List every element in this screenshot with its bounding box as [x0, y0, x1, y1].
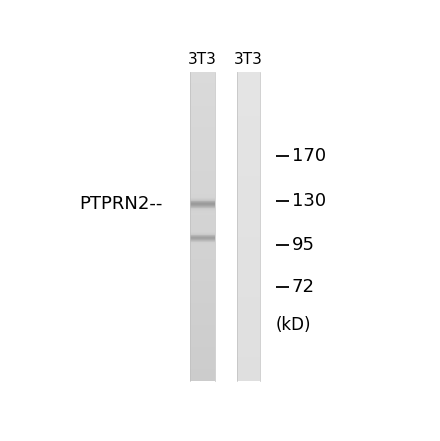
Text: 3T3: 3T3 [188, 52, 217, 67]
Text: 72: 72 [292, 278, 315, 296]
Text: 3T3: 3T3 [234, 52, 263, 67]
Text: 170: 170 [292, 147, 326, 165]
Text: PTPRN2--: PTPRN2-- [79, 195, 162, 213]
Text: 130: 130 [292, 192, 326, 209]
Text: (kD): (kD) [276, 316, 312, 333]
Text: 95: 95 [292, 236, 315, 254]
